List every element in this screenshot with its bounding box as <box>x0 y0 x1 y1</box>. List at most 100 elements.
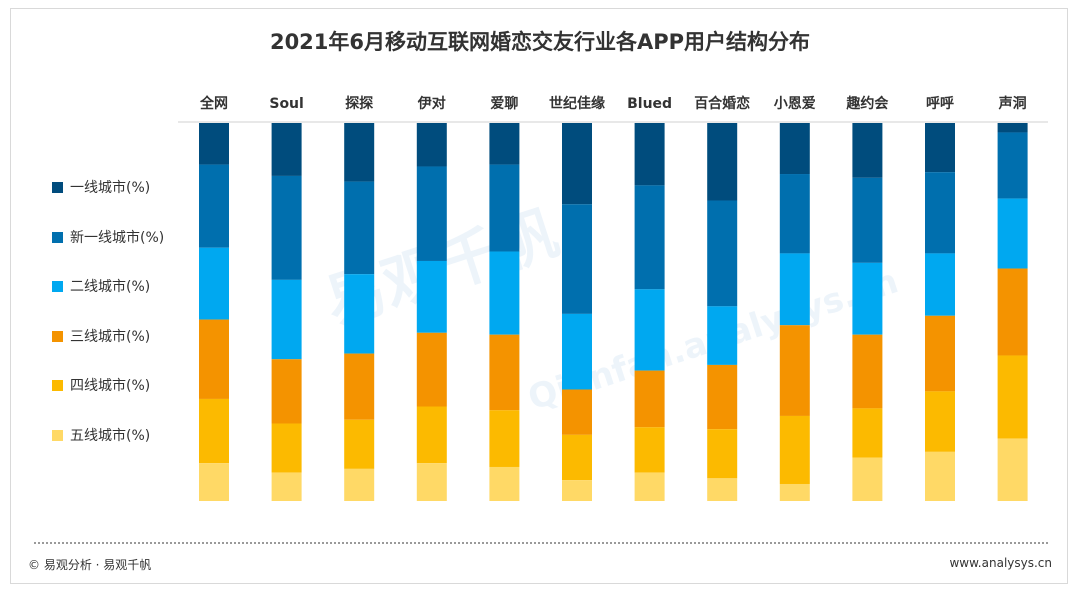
legend-swatch <box>52 281 63 293</box>
bar-segment <box>489 164 520 252</box>
legend-label: 四线城市(%) <box>70 378 151 395</box>
category-label: 呼呼 <box>926 95 954 112</box>
bar-segment <box>271 279 302 360</box>
bar-segment <box>416 123 447 167</box>
legend-label: 三线城市(%) <box>70 328 151 345</box>
bar-segment <box>707 306 738 365</box>
bar-segment <box>779 415 810 484</box>
bar-segment <box>997 268 1028 356</box>
category-label: 爱聊 <box>490 95 518 112</box>
chart-frame <box>10 8 1068 584</box>
legend-label: 一线城市(%) <box>70 180 151 196</box>
bar-segment <box>489 466 520 501</box>
category-label: Blued <box>627 96 672 112</box>
bar-segment <box>997 355 1028 439</box>
bar-segment <box>416 260 447 333</box>
legend-label: 二线城市(%) <box>70 279 151 296</box>
bar-segment <box>707 200 738 307</box>
bar-segment <box>199 398 229 464</box>
bar-segment <box>271 123 302 176</box>
legend-label: 五线城市(%) <box>70 428 151 444</box>
bar-segment <box>344 419 375 469</box>
bar-segment <box>707 364 738 430</box>
bar-segment <box>562 480 592 501</box>
bar-segment <box>997 123 1028 133</box>
bar-segment <box>634 185 665 290</box>
category-label: 世纪佳缘 <box>549 95 605 112</box>
bar-segment <box>344 274 375 354</box>
bar-segment <box>634 472 665 501</box>
bar-segment <box>852 457 883 501</box>
bar-segment <box>199 463 229 501</box>
bar-segment <box>562 204 592 314</box>
bar-segment <box>416 166 447 261</box>
bar-segment <box>489 410 520 467</box>
bar-segment <box>199 164 229 248</box>
bar-segment <box>852 262 883 335</box>
bar-segment <box>199 123 229 165</box>
bar-segment <box>271 472 302 501</box>
category-label: 探探 <box>345 95 373 112</box>
bar-segment <box>416 463 447 501</box>
category-label: 小恩爱 <box>774 96 816 112</box>
bar-segment <box>852 177 883 263</box>
footer-divider <box>34 542 1048 544</box>
category-label: 趣约会 <box>845 95 889 112</box>
bar-segment <box>416 332 447 407</box>
bar-segment <box>634 427 665 473</box>
bar-segment <box>779 483 810 501</box>
category-label: 全网 <box>199 95 228 112</box>
legend-swatch <box>52 231 63 243</box>
legend-swatch <box>52 430 63 441</box>
bar-segment <box>489 334 520 411</box>
footer-website: www.analysys.cn <box>949 556 1052 570</box>
bar-segment <box>271 175 302 280</box>
bar-segment <box>344 181 375 275</box>
bar-segment <box>707 478 738 501</box>
legend-swatch <box>52 330 63 342</box>
category-label: 伊对 <box>417 95 446 112</box>
category-label: 百合婚恋 <box>694 95 750 112</box>
bar-segment <box>779 253 810 326</box>
bar-segment <box>634 370 665 428</box>
bar-segment <box>199 319 229 399</box>
bar-segment <box>271 359 302 424</box>
bar-segment <box>852 334 883 409</box>
bar-segment <box>634 123 665 186</box>
bar-segment <box>925 253 955 316</box>
bar-segment <box>997 438 1028 501</box>
bar-segment <box>489 123 520 165</box>
bar-segment <box>344 353 375 420</box>
bar-segment <box>997 198 1028 269</box>
bar-segment <box>634 289 665 371</box>
bar-segment <box>779 123 810 175</box>
bar-segment <box>925 451 955 501</box>
bar-segment <box>925 123 955 173</box>
bar-segment <box>925 172 955 254</box>
bar-segment <box>925 391 955 452</box>
bar-segment <box>489 251 520 335</box>
category-label: 声洞 <box>998 95 1027 112</box>
legend-swatch <box>52 380 63 392</box>
chart-title: 2021年6月移动互联网婚恋交友行业各APP用户结构分布 <box>269 30 811 54</box>
bar-segment <box>562 434 592 481</box>
category-label: Soul <box>269 96 303 112</box>
bar-segment <box>707 429 738 479</box>
bar-segment <box>271 423 302 473</box>
bar-segment <box>779 174 810 254</box>
bar-segment <box>562 123 592 205</box>
bar-segment <box>852 123 883 178</box>
bar-segment <box>852 408 883 458</box>
bar-segment <box>199 247 229 320</box>
legend-label: 新一线城市(%) <box>70 229 165 246</box>
bar-segment <box>416 406 447 464</box>
legend-swatch <box>52 182 63 193</box>
bar-segment <box>779 325 810 416</box>
bar-segment <box>344 468 375 501</box>
bar-segment <box>344 123 375 182</box>
bar-segment <box>925 315 955 392</box>
bar-segment <box>707 123 738 201</box>
bar-segment <box>562 389 592 435</box>
footer-source: © 易观分析 · 易观千帆 <box>28 558 152 572</box>
